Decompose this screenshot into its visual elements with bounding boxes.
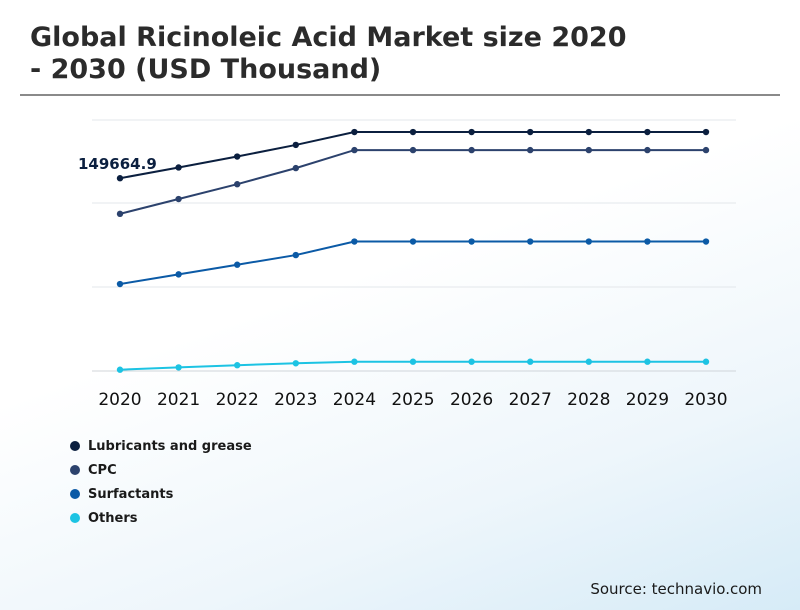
legend-item: Others <box>70 506 252 530</box>
data-point <box>351 128 358 136</box>
x-tick-label: 2024 <box>333 390 376 410</box>
legend-marker <box>70 513 80 523</box>
x-tick-label: 2028 <box>567 390 610 410</box>
data-point <box>644 358 651 365</box>
x-axis-tick-labels: 2020 2021 2022 2023 2024 2025 2026 2027 2028 2029… <box>98 390 727 410</box>
data-point <box>409 358 417 365</box>
data-point <box>234 153 241 160</box>
data-point <box>527 128 534 136</box>
data-point <box>468 146 475 154</box>
legend-label: Surfactants <box>88 486 174 502</box>
data-point <box>527 146 534 154</box>
data-point <box>409 238 417 245</box>
data-point <box>234 261 241 268</box>
series-line <box>119 240 706 286</box>
data-point <box>175 364 182 371</box>
chart-title-line-2: - 2030 (USD Thousand) <box>30 54 382 85</box>
data-point <box>292 141 299 149</box>
legend-label: Lubricants and grease <box>88 438 252 454</box>
data-point <box>468 238 475 245</box>
data-point <box>468 358 475 365</box>
legend-item: Lubricants and grease <box>70 434 252 458</box>
x-tick-label: 2030 <box>684 390 727 410</box>
legend-label: CPC <box>88 462 117 478</box>
title-divider <box>20 94 780 96</box>
series-line <box>119 131 706 180</box>
data-point <box>175 271 182 278</box>
data-point <box>585 128 592 136</box>
data-point <box>175 164 182 171</box>
data-point <box>292 164 299 172</box>
legend-item: Surfactants <box>70 482 252 506</box>
data-point <box>292 360 299 367</box>
x-tick-label: 2025 <box>391 390 434 410</box>
x-tick-label: 2026 <box>450 390 493 410</box>
x-tick-label: 2022 <box>216 390 259 410</box>
data-point <box>702 146 710 154</box>
data-point <box>527 238 534 245</box>
data-point <box>116 175 124 182</box>
chart-title-line-1: Global Ricinoleic Acid Market size 2020 <box>30 22 627 53</box>
x-tick-label: 2027 <box>509 390 552 410</box>
data-point <box>351 238 358 245</box>
x-tick-label: 2021 <box>157 390 200 410</box>
chart-gridlines <box>92 119 736 372</box>
data-point <box>702 358 710 365</box>
data-point <box>292 251 299 259</box>
data-label: 149664.9 <box>78 155 157 173</box>
x-tick-label: 2029 <box>626 390 669 410</box>
x-tick-label: 2023 <box>274 390 317 410</box>
legend-marker <box>70 489 80 499</box>
chart-annotation: 149664.9 <box>78 155 157 173</box>
chart-series-lines <box>119 131 706 371</box>
data-point <box>351 146 358 154</box>
data-point <box>116 280 124 288</box>
legend-item: CPC <box>70 458 252 482</box>
x-tick-label: 2020 <box>98 390 141 410</box>
data-point <box>644 238 651 245</box>
data-point <box>175 195 182 203</box>
data-point <box>409 128 417 136</box>
data-point <box>702 128 710 136</box>
data-point <box>234 181 241 188</box>
data-point <box>644 128 651 136</box>
legend-marker <box>70 465 80 475</box>
data-point <box>351 358 358 365</box>
data-point <box>644 146 651 154</box>
data-point <box>585 146 592 154</box>
data-point <box>585 238 592 245</box>
series-line <box>119 149 706 215</box>
chart-title: Global Ricinoleic Acid Market size 2020 … <box>30 22 710 86</box>
data-point <box>468 128 475 136</box>
data-point <box>527 358 534 365</box>
chart-legend: Lubricants and grease CPC Surfactants Other… <box>70 434 252 530</box>
data-point <box>585 358 592 365</box>
data-point <box>409 146 417 154</box>
legend-label: Others <box>88 510 138 526</box>
source-credit: Source: technavio.com <box>590 580 762 598</box>
data-point <box>116 366 124 373</box>
data-point <box>702 238 710 245</box>
chart-data-points <box>116 128 710 373</box>
data-point <box>116 210 124 218</box>
legend-marker <box>70 441 80 451</box>
data-point <box>234 362 241 369</box>
